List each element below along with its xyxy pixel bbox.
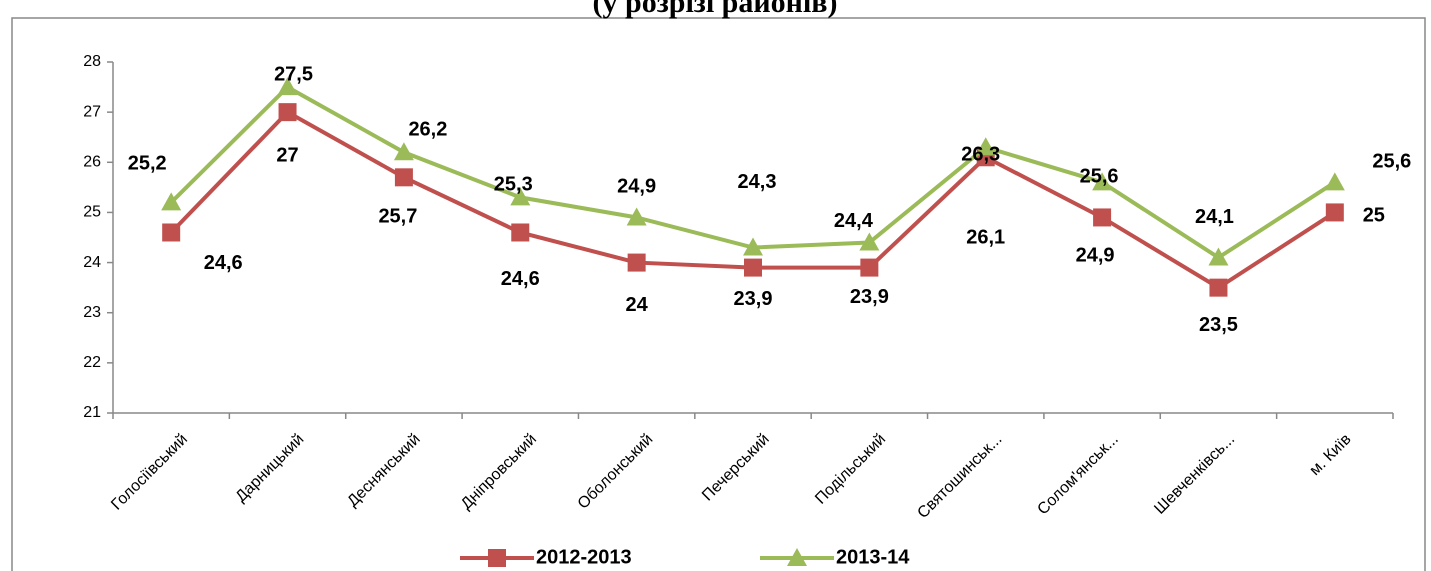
data-label: 26,3 [961, 144, 1000, 166]
point-marker [393, 142, 414, 161]
data-label: 25,2 [128, 153, 167, 175]
y-tick-label: 24 [83, 254, 101, 271]
point-marker [975, 137, 996, 156]
data-label: 25,3 [494, 174, 533, 196]
data-label: 23,5 [1199, 314, 1238, 336]
point-marker [277, 77, 298, 96]
point-marker [511, 223, 530, 242]
y-tick-label: 22 [83, 354, 101, 371]
point-marker [626, 207, 647, 226]
y-tick-label: 23 [83, 304, 101, 321]
y-tick-label: 21 [83, 404, 101, 421]
point-marker [1208, 247, 1229, 266]
data-label: 24,4 [834, 210, 874, 232]
data-label: 25 [1363, 205, 1385, 227]
data-label: 24,6 [204, 252, 243, 274]
point-marker [859, 232, 880, 251]
legend-marker [787, 548, 807, 566]
y-tick-label: 28 [83, 53, 101, 70]
point-marker [394, 168, 413, 187]
point-marker [1325, 203, 1344, 222]
point-marker [1209, 278, 1228, 297]
legend-marker [488, 549, 506, 567]
data-label: 25,6 [1372, 151, 1411, 173]
data-label: 24,3 [738, 171, 777, 193]
data-label: 26,2 [408, 119, 447, 141]
data-label: 27,5 [274, 63, 313, 85]
point-marker [1324, 172, 1345, 191]
chart-frame [11, 17, 1426, 571]
data-label: 25,6 [1080, 166, 1119, 188]
y-tick-label: 25 [83, 204, 101, 221]
chart-title: (у розрізі районів) [593, 0, 838, 19]
data-label: 23,9 [734, 288, 773, 310]
data-label: 27 [276, 144, 298, 166]
legend-label: 2012-2013 [536, 546, 632, 568]
data-label: 24,6 [501, 268, 540, 290]
point-marker [744, 258, 762, 277]
y-tick-label: 27 [83, 103, 101, 120]
data-label: 24,9 [1076, 245, 1115, 267]
series [161, 77, 1345, 266]
point-marker [1093, 208, 1112, 227]
data-label: 24,9 [617, 176, 656, 198]
point-marker [162, 223, 181, 242]
data-label: 26,1 [966, 227, 1005, 249]
point-marker [1092, 172, 1113, 191]
point-marker [278, 103, 297, 122]
point-marker [860, 258, 879, 277]
data-label: 24 [626, 294, 649, 316]
legend-label: 2013-14 [836, 546, 910, 568]
point-marker [161, 192, 182, 211]
data-label: 24,1 [1195, 206, 1234, 228]
point-marker [510, 187, 531, 206]
point-marker [627, 253, 646, 272]
y-tick-label: 26 [83, 154, 101, 171]
point-marker [743, 237, 763, 256]
data-label: 23,9 [850, 286, 889, 308]
data-label: 25,7 [378, 206, 417, 228]
